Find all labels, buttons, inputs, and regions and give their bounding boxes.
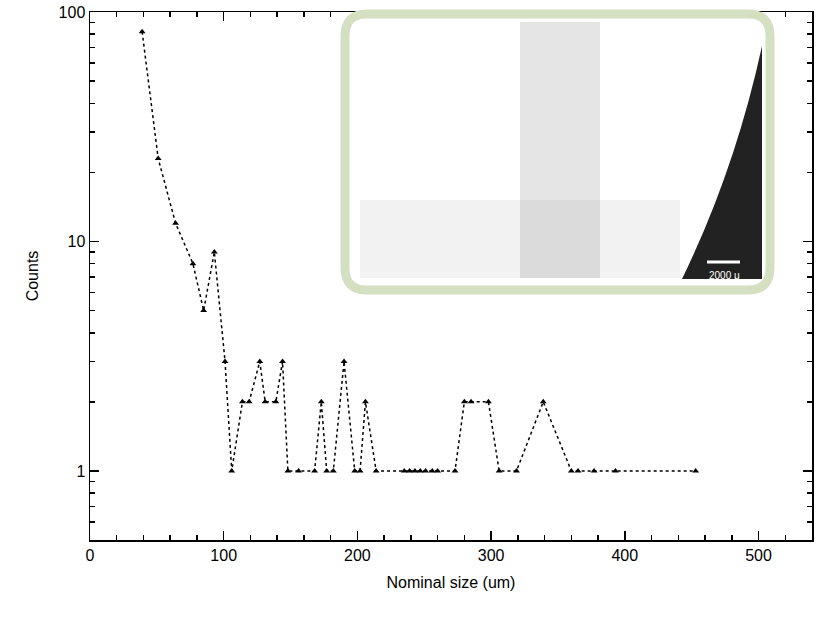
svg-text:10: 10: [68, 233, 86, 250]
svg-text:Nominal size (um): Nominal size (um): [387, 574, 516, 591]
svg-text:100: 100: [210, 547, 237, 564]
svg-text:300: 300: [478, 547, 505, 564]
svg-text:0: 0: [86, 547, 95, 564]
svg-text:500: 500: [745, 547, 772, 564]
svg-text:100: 100: [59, 4, 86, 21]
svg-text:1: 1: [76, 463, 85, 480]
svg-text:Counts: Counts: [24, 251, 41, 302]
svg-text:400: 400: [611, 547, 638, 564]
svg-text:200: 200: [344, 547, 371, 564]
svg-text:2000 μ: 2000 μ: [709, 270, 740, 281]
